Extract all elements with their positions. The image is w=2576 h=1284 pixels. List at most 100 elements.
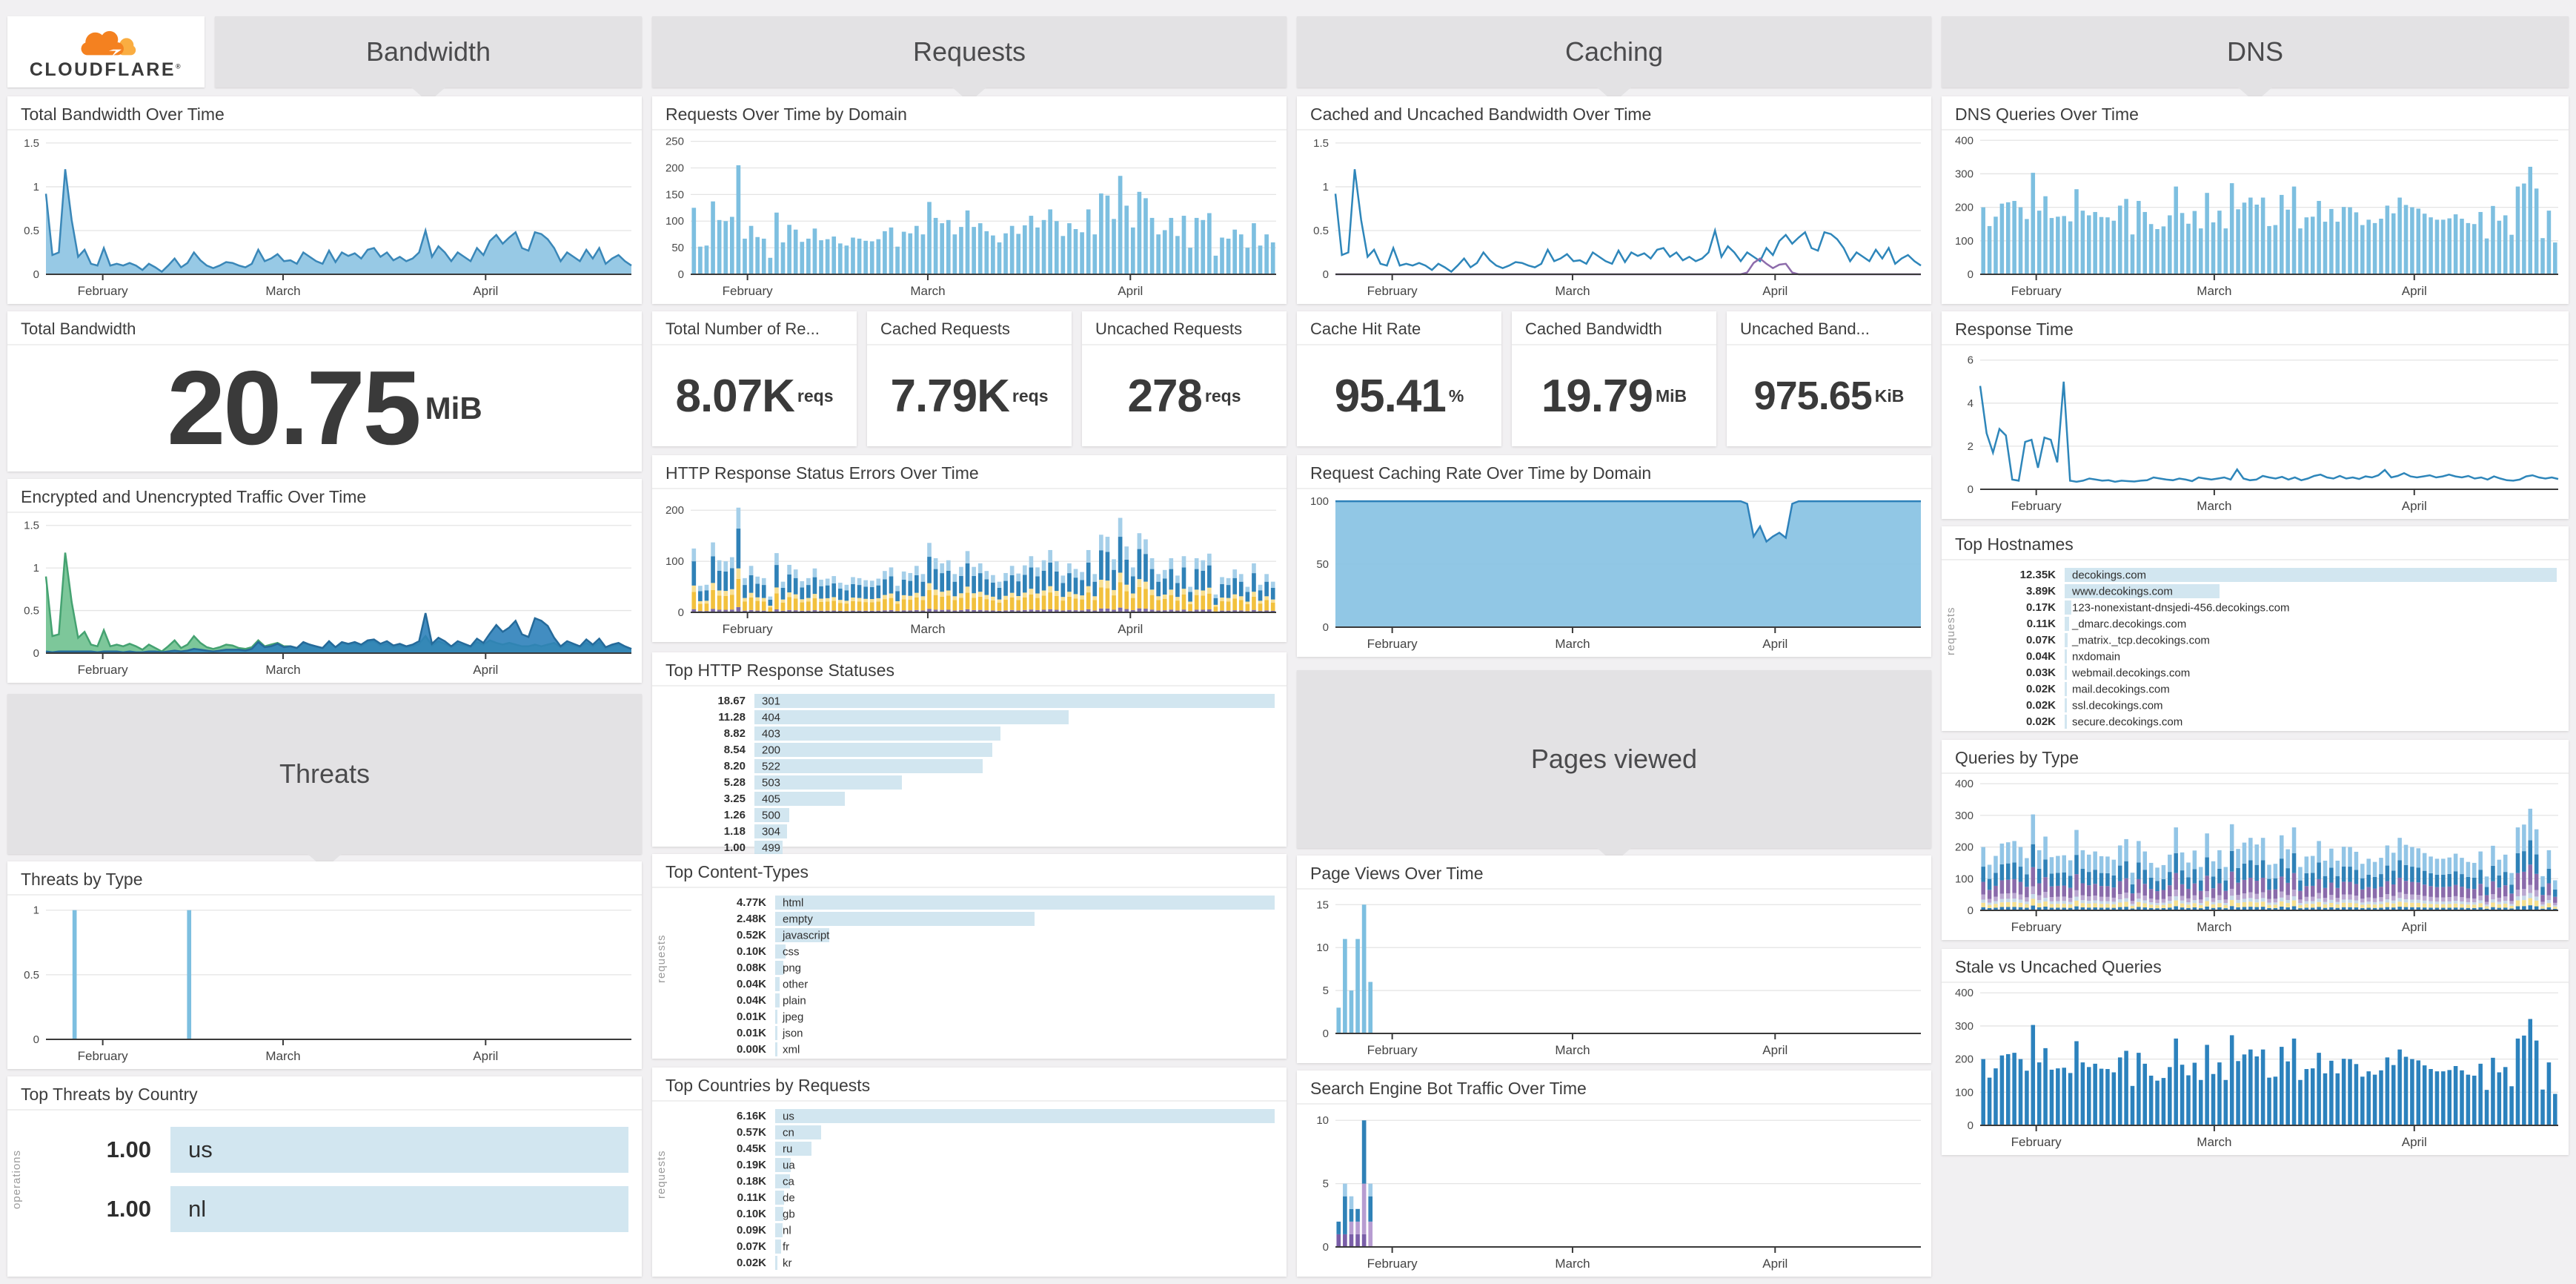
list-item-bar bbox=[754, 824, 788, 838]
list-item-bar-track: gb bbox=[775, 1207, 1275, 1221]
list-item-bar-track: cn bbox=[775, 1125, 1275, 1139]
list-item-bar bbox=[775, 1256, 777, 1270]
list-item-bar bbox=[754, 775, 902, 790]
list-item-label: 404 bbox=[762, 711, 781, 724]
chart-canvas: 0 50 100 February March April bbox=[1310, 495, 1921, 651]
requests-stat-cards: Total Number of Re... 8.07K reqs Cached R… bbox=[652, 311, 1287, 446]
list-item-bar bbox=[2065, 698, 2067, 712]
list-item-value: 1.00 bbox=[723, 841, 746, 854]
list-item: 0.02K mail.decokings.com bbox=[1961, 682, 2557, 696]
list-item-label: 304 bbox=[762, 825, 781, 838]
list-item: 0.01K jpeg bbox=[671, 1010, 1275, 1024]
svg-text:February: February bbox=[78, 663, 129, 677]
list-item-bar bbox=[2065, 666, 2067, 680]
list-item: 0.07K _matrix._tcp.decokings.com bbox=[1961, 633, 2557, 647]
list-item-value: 0.02K bbox=[736, 1257, 766, 1269]
panel-caching-rate: Request Caching Rate Over Time by Domain… bbox=[1297, 455, 1931, 657]
list-item-bar bbox=[775, 1125, 822, 1139]
list-item: 0.04K other bbox=[671, 977, 1275, 991]
svg-text:0.5: 0.5 bbox=[1313, 225, 1329, 237]
stat-value: 975.65 KiB bbox=[1753, 374, 1905, 418]
cloudflare-logo[interactable]: CLOUDFLARE® bbox=[7, 16, 205, 87]
list-item-bar-track: us bbox=[170, 1127, 628, 1173]
list-item-value: 0.07K bbox=[2025, 634, 2056, 646]
stat-value: 8.07K reqs bbox=[675, 370, 834, 422]
hostname-list: 12.35K decokings.com 3.89K www.decokings.co… bbox=[1942, 560, 2569, 734]
list-item-bar-track: ssl.decokings.com bbox=[2065, 698, 2557, 712]
svg-text:300: 300 bbox=[1955, 1020, 1974, 1033]
total-bandwidth-over-time-chart: 0 0.5 1 1.5 February March April bbox=[7, 132, 642, 301]
list-item-bar-track: 304 bbox=[754, 824, 1275, 838]
chart-canvas: 0 0.5 1 1.5 February March April bbox=[24, 520, 632, 677]
list-item-label: _dmarc.decokings.com bbox=[2072, 618, 2187, 630]
stat-value: 95.41% bbox=[1334, 370, 1464, 422]
svg-text:0: 0 bbox=[678, 268, 684, 281]
list-item-value: 0.18K bbox=[736, 1175, 766, 1188]
chart-canvas: 0 0.5 1 1.5 February March April bbox=[24, 137, 632, 298]
svg-text:0.5: 0.5 bbox=[24, 225, 39, 237]
panel-cached-uncached-bandwidth: Cached and Uncached Bandwidth Over Time … bbox=[1297, 96, 1931, 304]
list-item-bar bbox=[775, 1207, 783, 1221]
svg-text:March: March bbox=[2197, 920, 2231, 934]
list-item-label: 503 bbox=[762, 776, 781, 789]
svg-text:April: April bbox=[473, 284, 498, 298]
chart-canvas: 0 100 200 300 400 February March April bbox=[1955, 778, 2558, 934]
list-item-bar bbox=[754, 808, 790, 822]
svg-text:1: 1 bbox=[33, 562, 39, 575]
svg-text:February: February bbox=[78, 1049, 129, 1063]
list-item-bar-track: 503 bbox=[754, 775, 1275, 790]
list-item-label: other bbox=[783, 978, 809, 990]
list-item-bar-track: nl bbox=[775, 1223, 1275, 1237]
list-item-value: 1.00 bbox=[106, 1196, 151, 1222]
stat-card-uncached-bandwidth: Uncached Band... 975.65 KiB bbox=[1727, 311, 1931, 446]
list-item-value: 0.11K bbox=[737, 1191, 766, 1204]
panel-title: Threats by Type bbox=[7, 861, 642, 896]
svg-text:4: 4 bbox=[1968, 397, 1974, 410]
list-item-bar bbox=[754, 694, 1275, 708]
list-item-value: 0.45K bbox=[736, 1142, 766, 1155]
list-item-bar bbox=[754, 743, 993, 757]
list-item: 0.02K ssl.decokings.com bbox=[1961, 698, 2557, 712]
panel-top-hostnames: Top Hostnames requests 12.35K decokings.c… bbox=[1942, 526, 2569, 731]
list-item-bar bbox=[775, 928, 830, 942]
panel-title: Total Bandwidth Over Time bbox=[7, 96, 642, 130]
svg-text:February: February bbox=[2011, 1135, 2062, 1149]
panel-title: Top Hostnames bbox=[1942, 526, 2569, 560]
list-item: 1.18 304 bbox=[671, 824, 1275, 838]
list-item-value: 0.02K bbox=[2025, 683, 2056, 695]
list-item: 8.20 522 bbox=[671, 759, 1275, 773]
list-item-bar bbox=[2065, 715, 2067, 729]
list-item-bar bbox=[2065, 617, 2069, 631]
dns-queries-chart: 0 100 200 300 400 February March April bbox=[1942, 132, 2569, 301]
svg-text:50: 50 bbox=[671, 242, 684, 254]
list-item-bar bbox=[775, 1158, 791, 1172]
svg-text:100: 100 bbox=[1955, 873, 1974, 885]
list-item-bar bbox=[775, 1026, 777, 1040]
list-item-value: 8.54 bbox=[723, 744, 746, 756]
list-item-value: 0.52K bbox=[736, 929, 766, 942]
list-item-value: 5.28 bbox=[723, 776, 746, 789]
list-item-bar bbox=[775, 993, 780, 1007]
list-item: 0.11K de bbox=[671, 1191, 1275, 1205]
list-item-value: 3.25 bbox=[723, 792, 746, 805]
panel-search-bot-traffic: Search Engine Bot Traffic Over Time 0 5 10… bbox=[1297, 1070, 1931, 1277]
svg-text:1.5: 1.5 bbox=[24, 520, 39, 532]
panel-http-errors: HTTP Response Status Errors Over Time 0 1… bbox=[652, 455, 1287, 642]
stat-card-cached-bandwidth: Cached Bandwidth 19.79 MiB bbox=[1512, 311, 1716, 446]
list-item-value: 3.89K bbox=[2025, 585, 2056, 598]
list-item-label: 500 bbox=[762, 809, 781, 821]
svg-text:April: April bbox=[2402, 284, 2427, 298]
list-item-label: 522 bbox=[762, 760, 781, 772]
list-item-bar bbox=[2065, 682, 2067, 696]
svg-text:February: February bbox=[2011, 284, 2062, 298]
panel-top-content-types: Top Content-Types requests 4.77K html 2.48… bbox=[652, 854, 1287, 1059]
panel-dns-queries: DNS Queries Over Time 0 100 200 300 400 Febru… bbox=[1942, 96, 2569, 304]
svg-text:0.5: 0.5 bbox=[24, 605, 39, 618]
y-axis-label: operations bbox=[10, 1149, 23, 1210]
svg-text:0: 0 bbox=[33, 268, 39, 281]
panel-title: Encrypted and Unencrypted Traffic Over T… bbox=[7, 479, 642, 513]
svg-text:0: 0 bbox=[33, 647, 39, 660]
threat-country-list: 1.00 us 1.00 nl bbox=[7, 1111, 642, 1248]
svg-text:0: 0 bbox=[1968, 1119, 1974, 1132]
caching-rate-chart: 0 50 100 February March April bbox=[1297, 491, 1931, 654]
